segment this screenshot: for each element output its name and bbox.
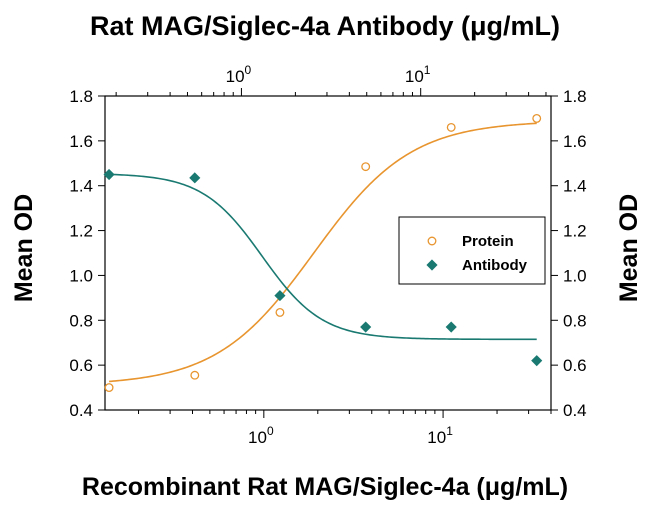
y-tick-label-left: 0.4 — [69, 401, 93, 420]
chart-title: Rat MAG/Siglec-4a Antibody (μg/mL) — [90, 11, 560, 41]
legend-label-antibody: Antibody — [462, 257, 528, 274]
fit-curve-protein — [109, 122, 537, 383]
x-tick-label-top: 100 — [226, 63, 252, 86]
x-tick-label-bottom-exponent: 1 — [446, 424, 453, 438]
x-tick-label-top-exponent: 0 — [245, 63, 252, 77]
data-point-protein — [532, 113, 542, 123]
y-tick-label-right: 1.8 — [563, 87, 587, 106]
x-tick-label-top-base: 10 — [405, 67, 424, 86]
data-point-protein — [104, 383, 114, 393]
data-point-protein — [190, 370, 200, 380]
data-point-protein — [361, 162, 371, 172]
legend-marker-protein — [427, 236, 437, 246]
y-tick-label-right: 0.6 — [563, 356, 587, 375]
y-tick-label-right: 0.4 — [563, 401, 587, 420]
data-points — [103, 113, 543, 393]
y-tick-label-left: 1.0 — [69, 266, 93, 285]
x-tick-label-bottom-base: 10 — [248, 428, 267, 447]
x-tick-label-bottom: 101 — [427, 424, 453, 447]
y-axis-label-left: Mean OD — [10, 194, 38, 302]
y-tick-label-left: 1.8 — [69, 87, 93, 106]
y-tick-label-right: 1.0 — [563, 266, 587, 285]
data-point-antibody — [103, 168, 115, 181]
data-point-antibody — [360, 321, 372, 333]
y-tick-label-left: 1.6 — [69, 132, 93, 151]
data-point-protein — [275, 307, 285, 317]
y-tick-label-left: 1.4 — [69, 177, 93, 196]
x-tick-label-bottom-base: 10 — [427, 428, 446, 447]
data-point-antibody — [189, 172, 201, 184]
data-point-antibody — [445, 321, 457, 333]
y-tick-label-left: 0.8 — [69, 311, 93, 330]
legend-box — [398, 216, 546, 285]
data-point-antibody — [274, 290, 286, 302]
y-tick-label-right: 1.2 — [563, 222, 587, 241]
plot-frame — [104, 95, 552, 411]
legend-label-protein: Protein — [462, 233, 514, 250]
y-tick-label-left: 0.6 — [69, 356, 93, 375]
x-axis-label: Recombinant Rat MAG/Siglec-4a (μg/mL) — [82, 473, 568, 501]
y-tick-label-right: 1.4 — [563, 177, 587, 196]
y-tick-label-left: 1.2 — [69, 222, 93, 241]
x-tick-label-top-base: 10 — [226, 67, 245, 86]
data-point-protein — [446, 122, 456, 132]
axis-ticks: 0.4 0.4 0.6 0.6 0.8 0.8 1.0 1.0 1.2 1.2 1.4 1.4 1.6 1… — [69, 63, 586, 447]
x-tick-label-bottom: 100 — [248, 424, 274, 447]
legend-marker-antibody — [426, 259, 438, 271]
y-axis-label-right: Mean OD — [615, 194, 643, 302]
fit-curves — [109, 122, 537, 383]
data-point-antibody — [531, 355, 543, 367]
y-tick-label-right: 1.6 — [563, 132, 587, 151]
x-tick-label-top-exponent: 1 — [424, 63, 431, 77]
x-tick-label-top: 101 — [405, 63, 431, 86]
fit-curve-antibody — [109, 173, 537, 341]
y-tick-label-right: 0.8 — [563, 311, 587, 330]
legend: Protein Antibody — [398, 216, 546, 285]
x-tick-label-bottom-exponent: 0 — [267, 424, 274, 438]
